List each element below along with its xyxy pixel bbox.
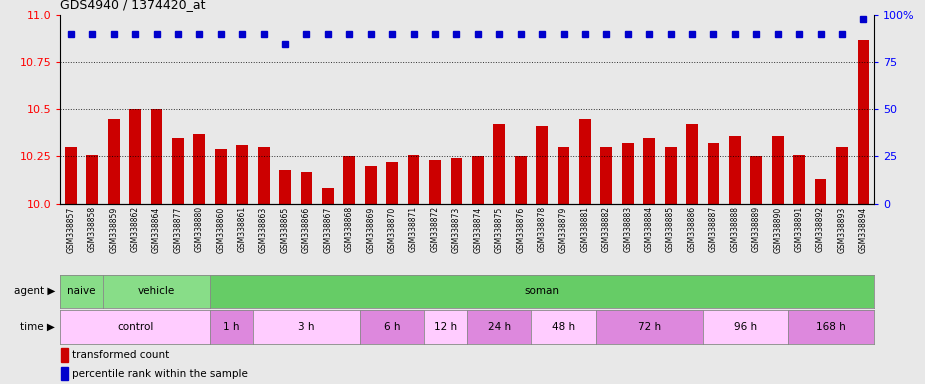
Bar: [794, 155, 805, 204]
Bar: [193, 134, 205, 204]
Text: control: control: [117, 322, 154, 332]
Bar: [686, 124, 698, 204]
Bar: [558, 147, 570, 204]
Bar: [236, 145, 248, 204]
Bar: [472, 157, 484, 204]
Bar: [579, 119, 591, 204]
Bar: [86, 155, 98, 204]
Bar: [301, 172, 313, 204]
Bar: [600, 147, 612, 204]
Text: vehicle: vehicle: [138, 286, 175, 296]
Bar: [708, 143, 720, 204]
Bar: [771, 136, 783, 204]
Text: 24 h: 24 h: [487, 322, 511, 332]
Bar: [493, 124, 505, 204]
Bar: [65, 147, 77, 204]
Text: 96 h: 96 h: [734, 322, 758, 332]
Bar: [215, 149, 227, 204]
Bar: [622, 143, 634, 204]
Bar: [343, 157, 355, 204]
Text: 12 h: 12 h: [434, 322, 457, 332]
Bar: [61, 367, 68, 380]
Text: 72 h: 72 h: [637, 322, 660, 332]
Text: 168 h: 168 h: [817, 322, 846, 332]
Text: agent ▶: agent ▶: [14, 286, 56, 296]
Bar: [450, 158, 462, 204]
Text: percentile rank within the sample: percentile rank within the sample: [71, 369, 247, 379]
Text: soman: soman: [524, 286, 560, 296]
Bar: [258, 147, 269, 204]
Bar: [408, 155, 419, 204]
Text: 6 h: 6 h: [384, 322, 401, 332]
Text: GDS4940 / 1374420_at: GDS4940 / 1374420_at: [60, 0, 205, 12]
Bar: [61, 348, 68, 362]
Bar: [729, 136, 741, 204]
Text: 48 h: 48 h: [552, 322, 575, 332]
Bar: [515, 157, 526, 204]
Text: 3 h: 3 h: [298, 322, 315, 332]
Bar: [172, 138, 184, 204]
Text: time ▶: time ▶: [20, 322, 56, 332]
Bar: [130, 109, 141, 204]
Bar: [279, 170, 291, 204]
Bar: [364, 166, 376, 204]
Text: 1 h: 1 h: [223, 322, 240, 332]
Bar: [857, 40, 869, 204]
Bar: [322, 189, 334, 204]
Text: naive: naive: [68, 286, 96, 296]
Bar: [750, 157, 762, 204]
Bar: [643, 138, 655, 204]
Text: transformed count: transformed count: [71, 350, 168, 360]
Bar: [108, 119, 119, 204]
Bar: [387, 162, 398, 204]
Bar: [815, 179, 826, 204]
Bar: [536, 126, 548, 204]
Bar: [429, 160, 441, 204]
Bar: [665, 147, 676, 204]
Bar: [151, 109, 163, 204]
Bar: [836, 147, 848, 204]
